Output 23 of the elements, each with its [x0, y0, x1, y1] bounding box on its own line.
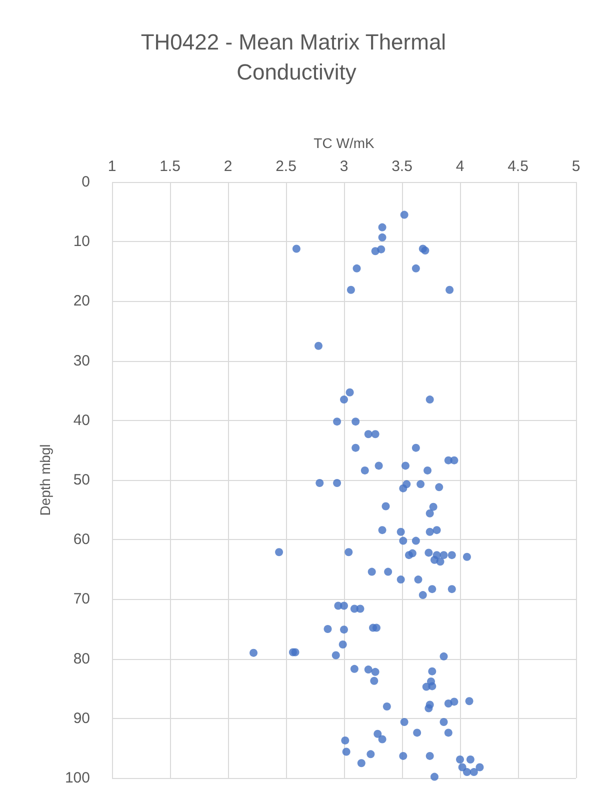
x-tick-label: 4	[456, 158, 464, 175]
x-tick-label: 1.5	[160, 158, 180, 175]
y-tick-label: 10	[73, 233, 90, 250]
x-tick-label: 2	[224, 158, 232, 175]
y-tick-label: 20	[73, 292, 90, 310]
y-axis-title: Depth mbgl	[37, 444, 53, 516]
x-tick-label: 2.5	[276, 158, 296, 175]
y-tick-label: 90	[73, 710, 90, 727]
y-tick-label: 0	[82, 174, 90, 190]
chart-title: TH0422 - Mean Matrix Thermal Conductivity	[140, 30, 452, 84]
x-axis-title: TC W/mK	[314, 135, 375, 151]
y-tick-label: 70	[73, 590, 90, 608]
x-tick-label: 5	[572, 158, 580, 175]
y-tick-label: 60	[73, 531, 90, 548]
y-tick-label: 40	[73, 412, 90, 429]
x-tick-label: 3.5	[392, 158, 412, 175]
y-tick-label: 100	[64, 770, 90, 786]
y-tick-label: 80	[73, 650, 90, 668]
x-tick-label: 1	[108, 158, 116, 175]
x-tick-label: 4.5	[508, 158, 528, 175]
y-tick-label: 50	[73, 472, 90, 488]
y-tick-label: 30	[73, 352, 90, 370]
x-tick-label: 3	[340, 158, 348, 175]
